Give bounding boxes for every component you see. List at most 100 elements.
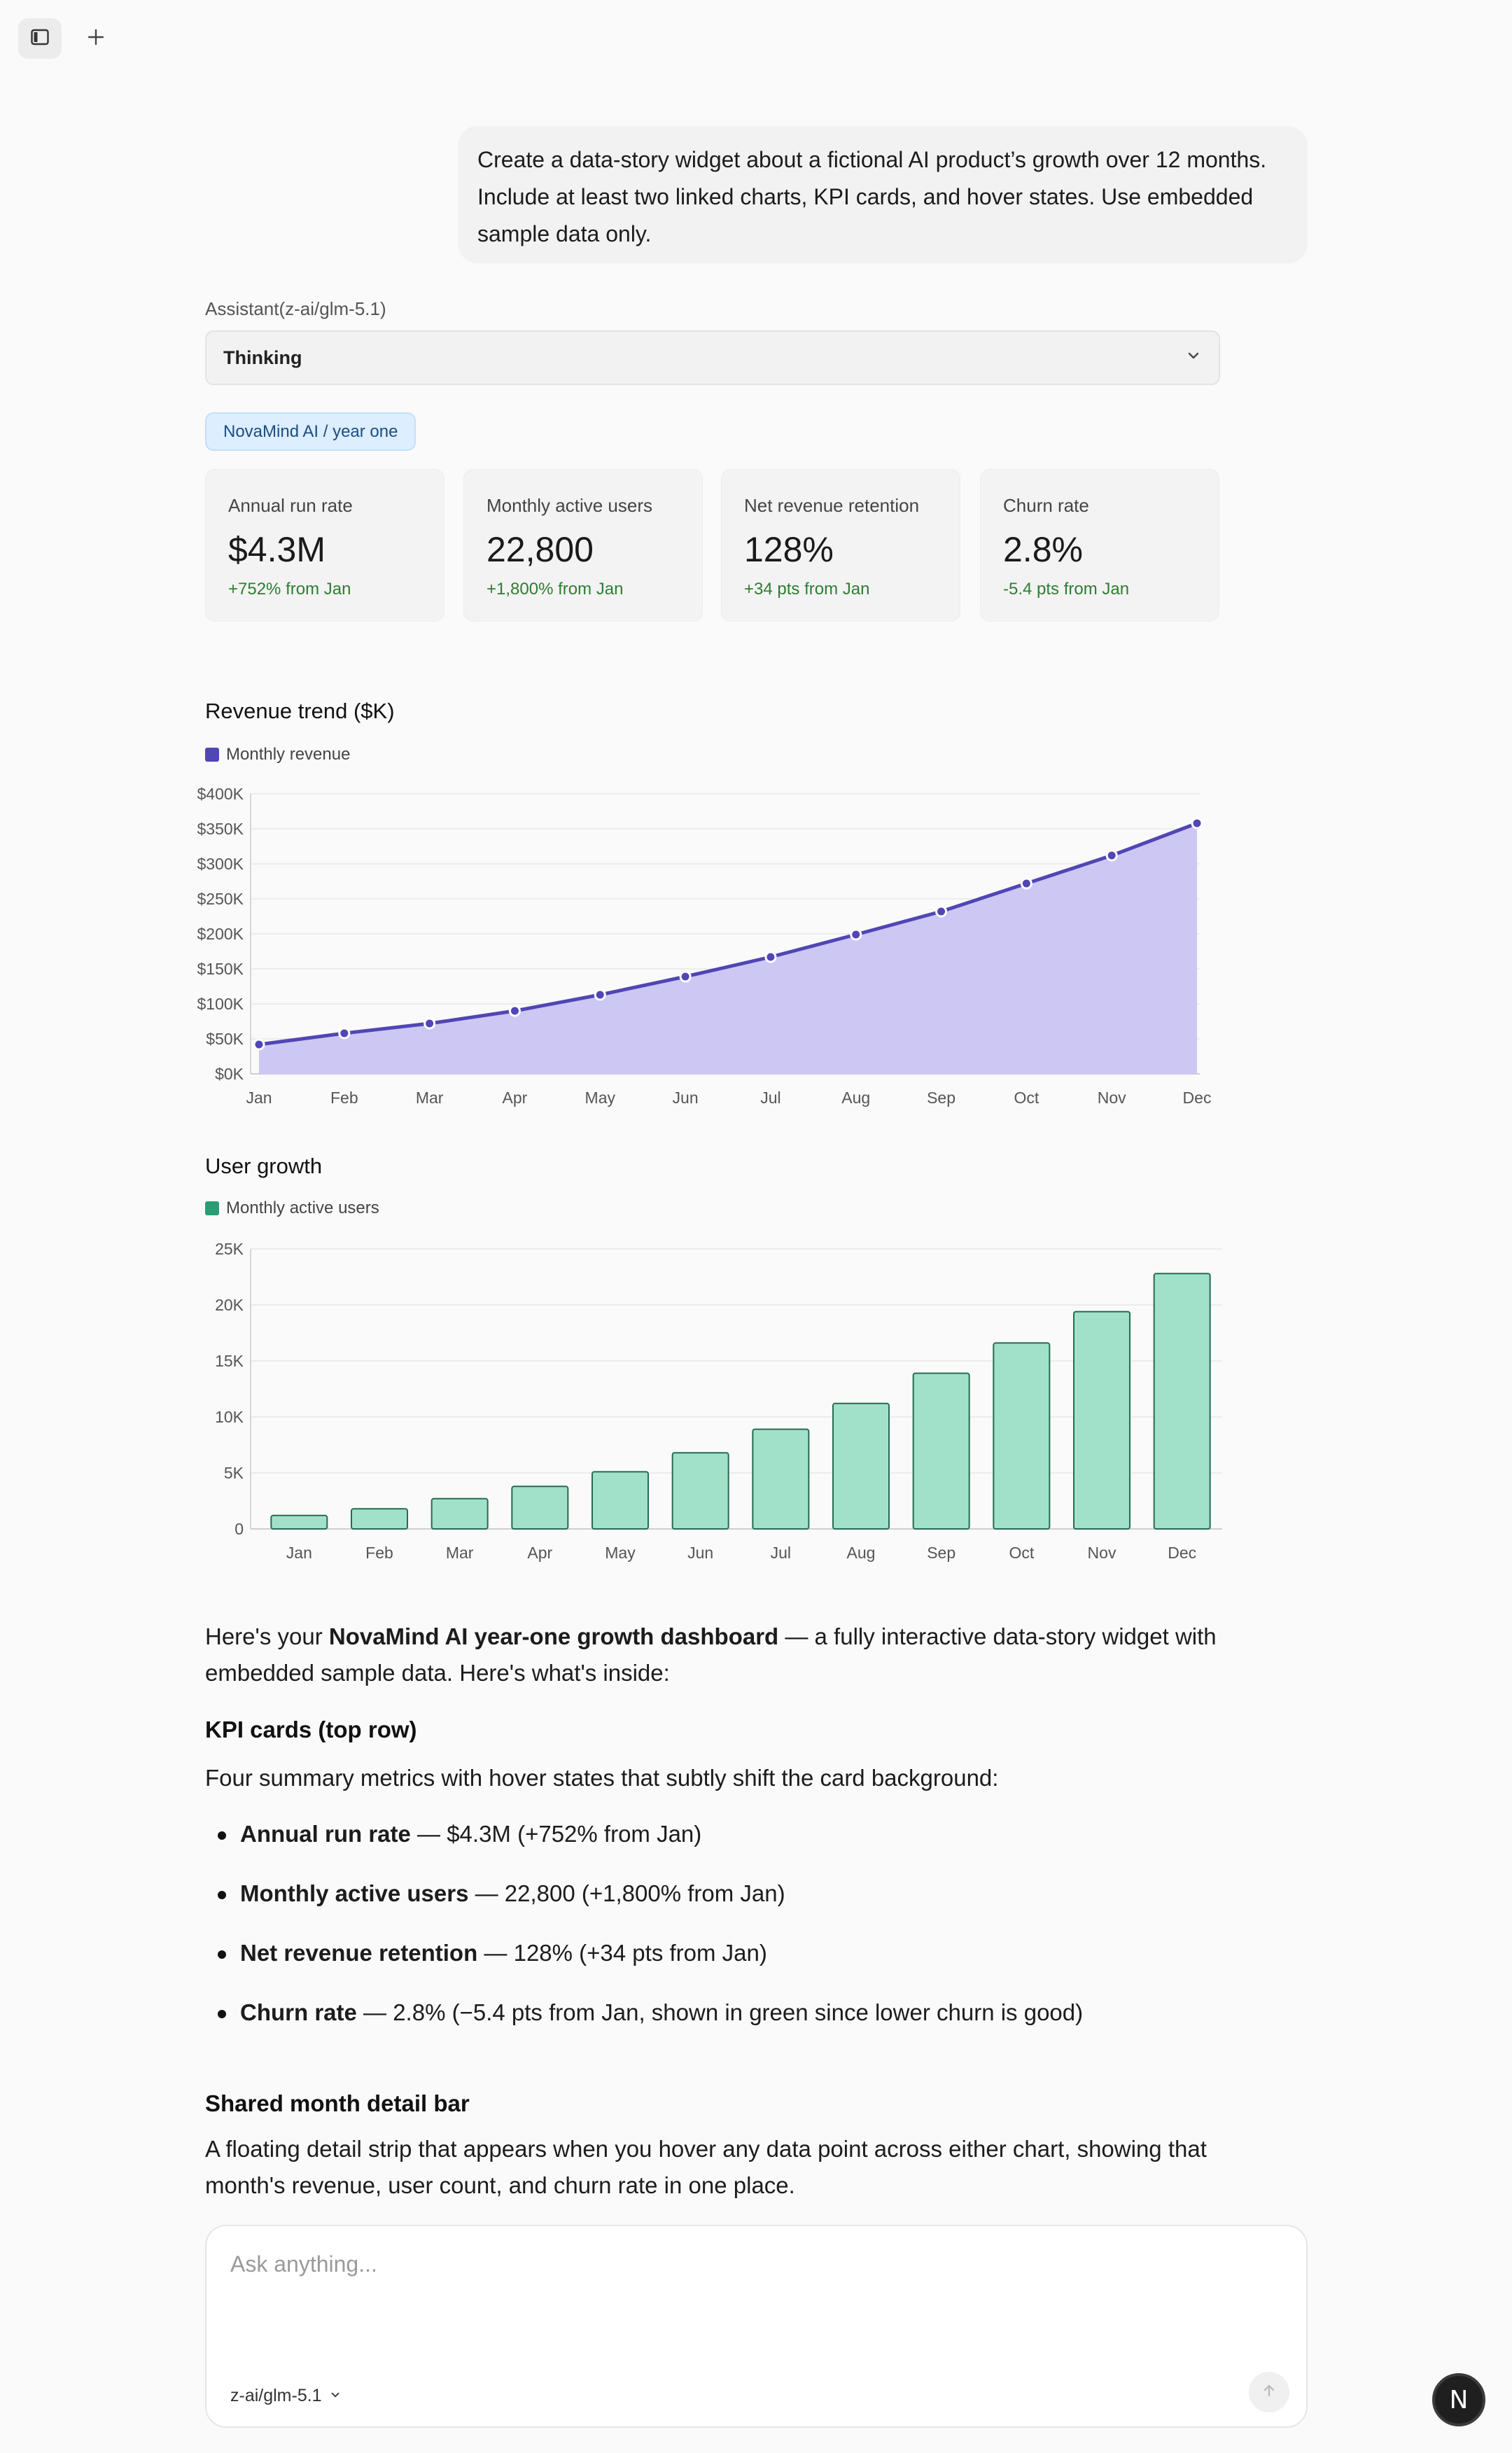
- kpi-value: 22,800: [486, 530, 594, 569]
- composer-input[interactable]: Ask anything...: [230, 2251, 377, 2277]
- x-tick-label: Sep: [927, 1544, 955, 1562]
- kpi-label: Annual run rate: [228, 495, 353, 516]
- model-label: z-ai/glm-5.1: [230, 2386, 322, 2405]
- bar[interactable]: [1153, 1273, 1211, 1530]
- list-item: Annual run rate — $4.3M (+752% from Jan): [205, 1820, 1269, 1880]
- y-tick-label: 25K: [215, 1240, 244, 1258]
- y-tick-label: 5K: [224, 1464, 244, 1482]
- kpi-label: Churn rate: [1003, 495, 1089, 516]
- bullet-text: — 128% (+34 pts from Jan): [477, 1940, 767, 1966]
- y-tick-label: $0K: [215, 1065, 244, 1083]
- data-point[interactable]: [508, 1005, 521, 1017]
- bullet-term: Net revenue retention: [240, 1940, 478, 1966]
- x-tick-label: Jul: [771, 1544, 791, 1562]
- kpi-description: Four summary metrics with hover states t…: [205, 1765, 999, 1791]
- data-point[interactable]: [1191, 817, 1203, 830]
- detail-heading: Shared month detail bar: [205, 2090, 470, 2116]
- x-tick-label: Nov: [1088, 1544, 1116, 1562]
- bar[interactable]: [592, 1471, 649, 1530]
- user-avatar[interactable]: N: [1432, 2373, 1485, 2426]
- thinking-toggle[interactable]: Thinking: [205, 330, 1220, 385]
- kpi-card-active-users[interactable]: Monthly active users 22,800 +1,800% from…: [463, 469, 703, 622]
- bar[interactable]: [912, 1372, 970, 1530]
- y-tick-label: 10K: [215, 1408, 244, 1426]
- bar[interactable]: [832, 1402, 890, 1530]
- kpi-card-run-rate[interactable]: Annual run rate $4.3M +752% from Jan: [205, 469, 444, 622]
- chevron-down-icon: [1185, 347, 1202, 369]
- new-chat-button[interactable]: [74, 18, 118, 59]
- send-button[interactable]: [1249, 2372, 1289, 2412]
- revenue-area: [259, 823, 1197, 1074]
- kpi-label: Net revenue retention: [744, 495, 920, 516]
- intro-bold: NovaMind AI year-one growth dashboard: [328, 1623, 779, 1649]
- users-legend[interactable]: Monthly active users: [205, 1198, 379, 1218]
- bullet-text: — 22,800 (+1,800% from Jan): [468, 1880, 785, 1906]
- x-tick-label: Jun: [687, 1544, 713, 1562]
- kpi-label: Monthly active users: [486, 495, 652, 516]
- kpi-value: $4.3M: [228, 530, 326, 569]
- kpi-card-retention[interactable]: Net revenue retention 128% +34 pts from …: [721, 469, 960, 622]
- x-tick-label: Apr: [527, 1544, 552, 1562]
- thinking-label: Thinking: [223, 347, 302, 368]
- bar[interactable]: [351, 1508, 408, 1530]
- data-point[interactable]: [253, 1038, 265, 1051]
- y-tick-label: $350K: [197, 820, 244, 838]
- x-tick-label: Dec: [1183, 1089, 1212, 1107]
- kpi-delta: +752% from Jan: [228, 580, 351, 599]
- bar[interactable]: [270, 1514, 328, 1530]
- bar[interactable]: [511, 1486, 569, 1530]
- revenue-chart-title: Revenue trend ($K): [205, 699, 395, 723]
- user-message: Create a data-story widget about a ficti…: [458, 126, 1308, 263]
- users-chart-title: User growth: [205, 1154, 323, 1178]
- kpi-value: 128%: [744, 530, 834, 569]
- plus-icon: [87, 28, 105, 50]
- kpi-card-churn[interactable]: Churn rate 2.8% -5.4 pts from Jan: [980, 469, 1219, 622]
- revenue-chart[interactable]: $0K $50K $100K $150K $200K $250K $300K $350K $40…: [196, 777, 1232, 1141]
- message-composer[interactable]: Ask anything... z-ai/glm-5.1: [205, 2225, 1308, 2428]
- data-point[interactable]: [338, 1027, 351, 1040]
- data-point[interactable]: [935, 905, 948, 918]
- legend-swatch: [205, 748, 219, 762]
- data-point[interactable]: [1105, 849, 1118, 862]
- revenue-legend[interactable]: Monthly revenue: [205, 745, 350, 764]
- users-chart[interactable]: 0 5K 10K 15K 20K 25K Jan Feb Mar Apr May Jun Jul Aug S…: [196, 1232, 1232, 1582]
- y-tick-label: 0: [234, 1520, 244, 1538]
- x-tick-label: Sep: [927, 1089, 955, 1107]
- data-point[interactable]: [679, 970, 692, 983]
- assistant-label: Assistant(z-ai/glm-5.1): [205, 298, 386, 319]
- kpi-value: 2.8%: [1003, 530, 1083, 569]
- data-point[interactable]: [424, 1017, 436, 1030]
- kpi-bullet-list: Annual run rate — $4.3M (+752% from Jan)…: [205, 1820, 1269, 2058]
- x-tick-label: Jul: [760, 1089, 780, 1107]
- bar[interactable]: [1073, 1311, 1130, 1530]
- data-point[interactable]: [764, 951, 777, 963]
- product-tag: NovaMind AI / year one: [205, 412, 416, 451]
- list-item: Monthly active users — 22,800 (+1,800% f…: [205, 1880, 1269, 1939]
- data-point[interactable]: [594, 988, 606, 1001]
- legend-label: Monthly revenue: [226, 745, 351, 764]
- chevron-down-icon: [329, 2386, 342, 2406]
- y-tick-label: $400K: [197, 785, 244, 803]
- bar[interactable]: [752, 1428, 810, 1530]
- x-tick-label: Jan: [246, 1089, 272, 1107]
- x-tick-label: Oct: [1009, 1544, 1034, 1562]
- bullet-text: — $4.3M (+752% from Jan): [410, 1821, 702, 1847]
- x-tick-label: Dec: [1168, 1544, 1196, 1562]
- sidebar-toggle-button[interactable]: [18, 18, 62, 59]
- data-point[interactable]: [1020, 877, 1032, 890]
- bar[interactable]: [993, 1342, 1051, 1530]
- x-tick-label: Jan: [286, 1544, 312, 1562]
- data-point[interactable]: [850, 928, 862, 941]
- x-tick-label: Mar: [416, 1089, 444, 1107]
- y-tick-label: 15K: [215, 1352, 244, 1370]
- bar[interactable]: [671, 1452, 729, 1530]
- bar[interactable]: [430, 1497, 489, 1530]
- x-tick-label: Nov: [1098, 1089, 1126, 1107]
- x-tick-label: Aug: [841, 1089, 870, 1107]
- model-selector[interactable]: z-ai/glm-5.1: [230, 2386, 342, 2406]
- x-tick-label: May: [585, 1089, 616, 1107]
- x-tick-label: May: [605, 1544, 636, 1562]
- revenue-line: [258, 821, 1198, 1047]
- y-tick-label: $150K: [197, 960, 244, 978]
- x-tick-label: Feb: [365, 1544, 393, 1562]
